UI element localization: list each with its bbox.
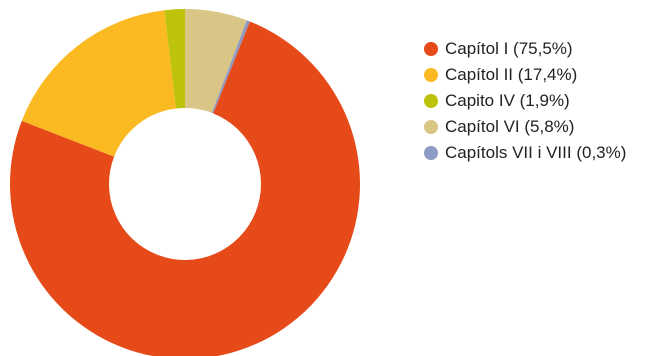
legend-swatch-1 <box>424 42 438 56</box>
legend-item-3: Capito IV (1,9%) <box>424 88 626 114</box>
legend-label-3: Capito IV (1,9%) <box>445 91 570 110</box>
donut-slice-5 <box>211 20 250 114</box>
legend-label-1: Capítol I (75,5%) <box>445 39 573 58</box>
legend-item-2: Capítol II (17,4%) <box>424 62 626 88</box>
legend-item-4: Capítol VI (5,8%) <box>424 114 626 140</box>
legend-swatch-2 <box>424 68 438 82</box>
legend-label-2: Capítol II (17,4%) <box>445 65 578 84</box>
legend-item-5: Capítols VII i VIII (0,3%) <box>424 140 626 166</box>
legend-swatch-5 <box>424 146 438 160</box>
legend-swatch-3 <box>424 94 438 108</box>
donut-slice-2 <box>21 10 177 157</box>
legend: Capítol I (75,5%) Capítol II (17,4%) Capit… <box>424 36 626 166</box>
donut-slice-1 <box>10 21 360 356</box>
legend-swatch-4 <box>424 120 438 134</box>
donut-chart <box>10 9 360 356</box>
donut-slice-4 <box>185 9 247 113</box>
legend-item-1: Capítol I (75,5%) <box>424 36 626 62</box>
legend-label-4: Capítol VI (5,8%) <box>445 117 575 136</box>
donut-slice-3 <box>164 9 185 109</box>
legend-label-5: Capítols VII i VIII (0,3%) <box>445 143 627 162</box>
